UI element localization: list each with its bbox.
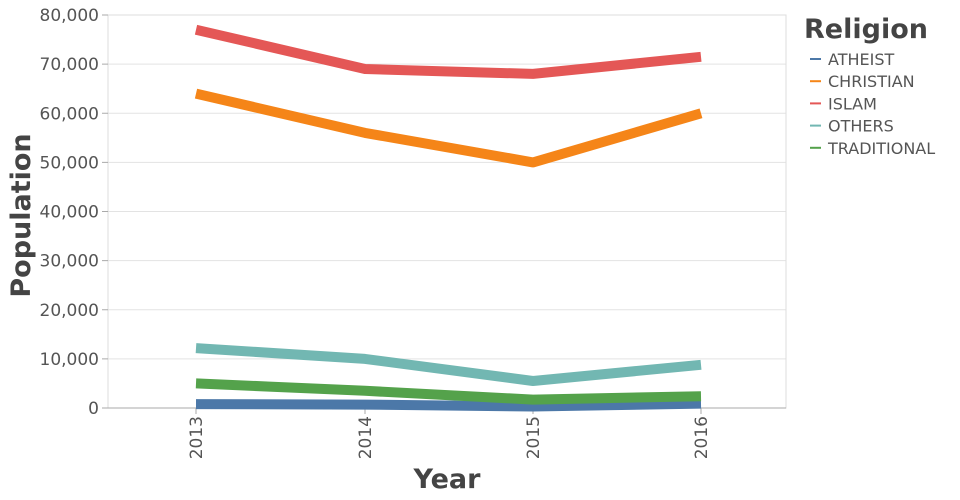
x-tick-label: 2014	[356, 416, 376, 459]
x-axis-title: Year	[413, 464, 482, 495]
y-tick-label: 40,000	[40, 203, 99, 223]
y-tick-label: 50,000	[40, 153, 99, 173]
legend-label: ATHEIST	[828, 50, 894, 69]
x-tick-label: 2015	[524, 416, 544, 459]
x-tick-label: 2013	[187, 416, 207, 459]
y-tick-label: 20,000	[40, 301, 99, 321]
legend-label: OTHERS	[828, 117, 894, 136]
y-tick-label: 0	[88, 399, 99, 419]
y-tick-label: 70,000	[40, 55, 99, 75]
legend-item-atheist: ATHEIST	[810, 50, 894, 69]
legend-item-traditional: TRADITIONAL	[810, 139, 935, 158]
legend: ATHEIST CHRISTIAN ISLAM OTHERS TRADITIONAL	[810, 50, 935, 158]
series-line-islam	[194, 24, 702, 79]
legend-item-islam: ISLAM	[810, 94, 877, 113]
legend-label: CHRISTIAN	[828, 72, 915, 91]
legend-item-christian: CHRISTIAN	[810, 72, 915, 91]
legend-item-others: OTHERS	[810, 117, 894, 136]
x-axis-ticks: 2013 2014 2015 2016	[187, 408, 712, 459]
y-tick-label: 60,000	[40, 104, 99, 124]
x-tick-label: 2016	[692, 416, 712, 459]
series-line-atheist	[195, 398, 702, 412]
series-line-christian	[194, 88, 703, 168]
y-tick-label: 30,000	[40, 252, 99, 272]
y-axis-title: Population	[6, 133, 37, 297]
series-line-traditional	[195, 378, 702, 405]
series-line-others	[195, 343, 702, 386]
legend-label: ISLAM	[828, 94, 877, 113]
y-tick-label: 80,000	[40, 6, 99, 26]
y-axis-ticks: 0 10,000 20,000 30,000 40,000 50,000 60,000 70,…	[40, 6, 786, 419]
legend-label: TRADITIONAL	[827, 139, 935, 158]
y-tick-label: 10,000	[40, 350, 99, 370]
legend-title: Religion	[804, 14, 928, 45]
series-lines	[194, 24, 703, 412]
